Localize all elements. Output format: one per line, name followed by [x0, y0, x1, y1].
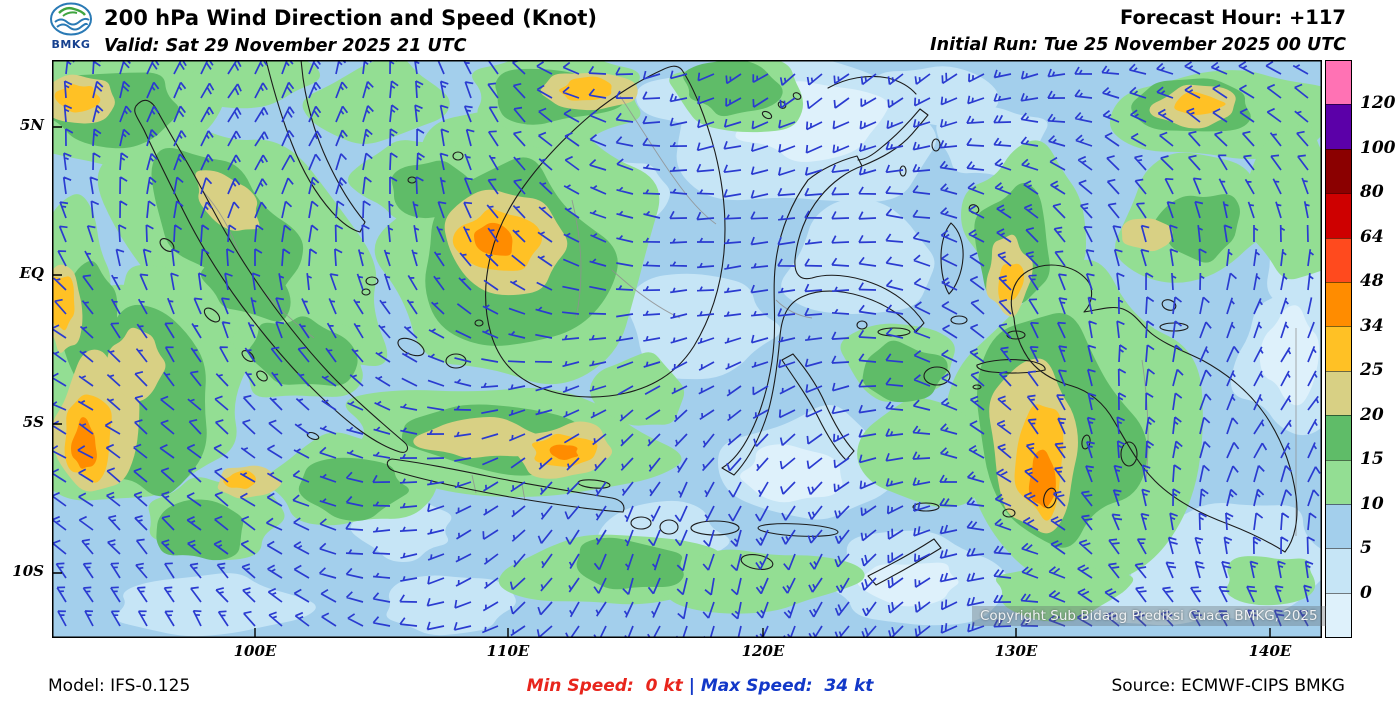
lon-label-110E: 110E: [486, 642, 530, 660]
wind-map-canvas: [52, 60, 1322, 638]
speed-separator: |: [688, 676, 695, 696]
legend-value-15: 15: [1360, 449, 1384, 470]
map-area: [52, 60, 1322, 638]
legend-segment-7: [1326, 370, 1351, 416]
legend-segment-10: [1326, 503, 1351, 549]
lat-label-10S: 10S: [12, 562, 44, 580]
legend-colorbar: [1325, 60, 1352, 638]
legend-segment-12: [1326, 592, 1351, 638]
legend-segment-5: [1326, 281, 1351, 327]
header-left: 200 hPa Wind Direction and Speed (Knot) …: [104, 6, 597, 56]
bmkg-logo: BMKG: [44, 2, 98, 51]
legend-segment-11: [1326, 548, 1351, 593]
lon-label-130E: 130E: [994, 642, 1038, 660]
legend-segment-1: [1326, 104, 1351, 149]
legend-segment-9: [1326, 459, 1351, 504]
map-copyright: Copyright Sub Bidang Prediksi Cuaca BMKG…: [972, 606, 1326, 626]
legend-value-0: 0: [1360, 582, 1372, 603]
source-label: Source: ECMWF-CIPS BMKG: [1111, 676, 1345, 696]
bmkg-logo-emblem-icon: [50, 2, 92, 36]
map-border: [52, 60, 1322, 638]
axis-ticks: [52, 126, 1271, 638]
legend-value-5: 5: [1360, 538, 1372, 559]
model-label: Model: IFS-0.125: [48, 676, 191, 696]
lon-label-140E: 140E: [1248, 642, 1292, 660]
legend-value-10: 10: [1360, 493, 1384, 514]
wind-barb-layer: [52, 60, 1321, 638]
legend-value-100: 100: [1360, 137, 1396, 158]
bmkg-logo-text: BMKG: [51, 38, 91, 51]
legend-value-48: 48: [1360, 271, 1384, 292]
speed-range: Min Speed: 0 kt | Max Speed: 34 kt: [0, 676, 1400, 696]
header-right: Forecast Hour: +117 Initial Run: Tue 25 …: [930, 6, 1346, 55]
legend-value-20: 20: [1360, 404, 1384, 425]
legend-segment-4: [1326, 237, 1351, 282]
legend-value-80: 80: [1360, 182, 1384, 203]
legend-segment-0: [1326, 61, 1351, 105]
legend-value-64: 64: [1360, 226, 1384, 247]
lat-label-EQ: EQ: [19, 264, 45, 282]
lat-label-5S: 5S: [22, 413, 44, 431]
legend-segment-2: [1326, 148, 1351, 194]
min-speed-text: Min Speed: 0 kt: [526, 676, 683, 696]
legend-segment-6: [1326, 326, 1351, 371]
legend-value-34: 34: [1360, 315, 1384, 336]
lon-label-120E: 120E: [741, 642, 785, 660]
legend-value-120: 120: [1360, 93, 1396, 114]
legend-segment-8: [1326, 415, 1351, 460]
lat-label-5N: 5N: [19, 116, 44, 134]
legend-segment-3: [1326, 193, 1351, 238]
initial-run: Initial Run: Tue 25 November 2025 00 UTC: [930, 35, 1346, 55]
legend-value-25: 25: [1360, 360, 1384, 381]
lon-label-100E: 100E: [233, 642, 277, 660]
max-speed-text: Max Speed: 34 kt: [700, 676, 874, 696]
valid-time: Valid: Sat 29 November 2025 21 UTC: [104, 36, 467, 56]
chart-title: 200 hPa Wind Direction and Speed (Knot): [104, 6, 597, 30]
forecast-hour: Forecast Hour: +117: [1119, 6, 1346, 29]
